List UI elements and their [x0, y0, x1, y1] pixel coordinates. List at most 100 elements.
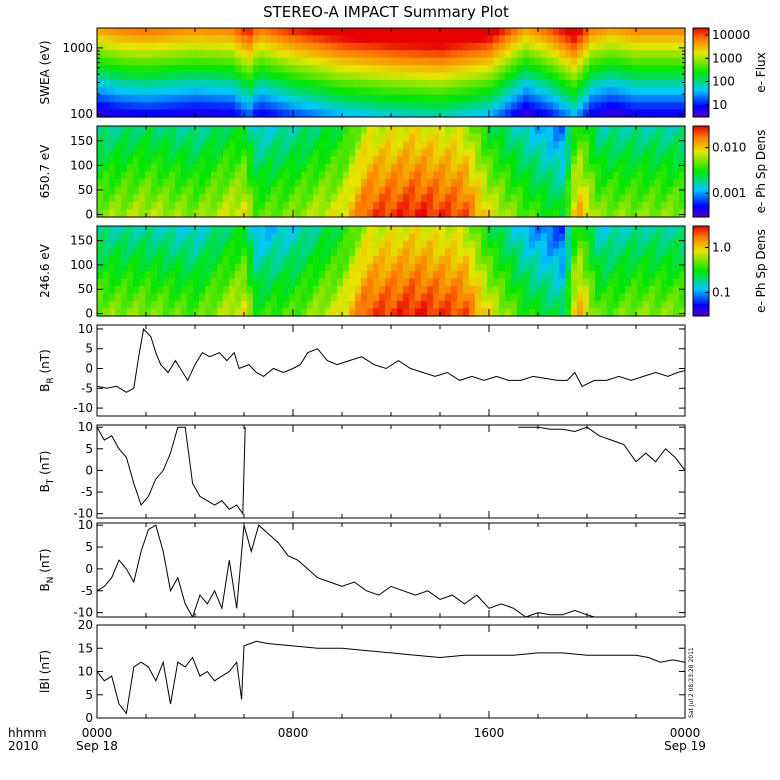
heatmap-cell — [463, 65, 470, 74]
heatmap-cell — [259, 209, 266, 218]
heatmap-cell — [457, 278, 464, 287]
heatmap-cell — [619, 35, 626, 44]
heatmap-cell — [661, 65, 668, 74]
heatmap-cell — [517, 286, 524, 295]
heatmap-cell — [127, 133, 134, 142]
heatmap-cell — [259, 65, 266, 74]
heatmap-cell — [325, 163, 332, 173]
heatmap-cell — [595, 186, 602, 195]
heatmap-cell — [325, 241, 332, 250]
heatmap-cell — [145, 148, 152, 157]
heatmap-cell — [361, 57, 368, 66]
heatmap-cell — [151, 186, 158, 195]
heatmap-cell — [481, 179, 488, 188]
heatmap-cell — [265, 308, 272, 317]
heatmap-cell — [469, 186, 476, 195]
heatmap-cell — [493, 256, 500, 265]
heatmap-cell — [235, 65, 242, 74]
heatmap-cell — [625, 293, 632, 302]
heatmap-cell — [451, 171, 458, 180]
heatmap-cell — [613, 94, 620, 103]
heatmap-cell — [619, 133, 626, 142]
heatmap-cell — [187, 133, 194, 142]
heatmap-cell — [397, 278, 404, 287]
heatmap-cell — [355, 133, 362, 142]
heatmap-cell — [649, 194, 656, 203]
heatmap-cell — [361, 194, 368, 203]
heatmap-cell — [439, 186, 446, 195]
heatmap-cell — [607, 141, 614, 150]
heatmap-cell — [433, 79, 440, 88]
heatmap-cell — [619, 57, 626, 66]
heatmap-cell — [235, 186, 242, 195]
heatmap-cell — [205, 301, 212, 310]
heatmap-cell — [205, 72, 212, 81]
heatmap-cell — [457, 186, 464, 195]
heatmap-cell — [535, 171, 542, 180]
heatmap-cell — [625, 156, 632, 165]
heatmap-cell — [247, 79, 254, 88]
heatmap-cell — [169, 50, 176, 59]
heatmap-cell — [253, 278, 260, 287]
heatmap-cell — [349, 194, 356, 203]
heatmap-cell — [121, 301, 128, 310]
heatmap-cell — [427, 271, 434, 280]
y-axis-label-unit: (nT) — [38, 349, 52, 377]
heatmap-cell — [259, 57, 266, 66]
heatmap-cell — [439, 126, 446, 135]
heatmap-cell — [355, 226, 362, 235]
heatmap-cell — [289, 87, 296, 96]
heatmap-cell — [463, 226, 470, 235]
heatmap-cell — [463, 271, 470, 280]
heatmap-cell — [673, 156, 680, 165]
heatmap-cell — [319, 209, 326, 218]
heatmap-cell — [397, 171, 404, 180]
heatmap-cell — [133, 148, 140, 157]
heatmap-cell — [391, 133, 398, 142]
heatmap-cell — [409, 28, 416, 37]
heatmap-cell — [475, 79, 482, 88]
heatmap-cell — [535, 186, 542, 195]
heatmap-cell — [679, 57, 686, 66]
heatmap-cell — [445, 179, 452, 188]
heatmap-cell — [205, 94, 212, 103]
heatmap-cell — [271, 163, 278, 173]
heatmap-cell — [139, 35, 146, 44]
heatmap-cell — [361, 226, 368, 235]
heatmap-cell — [433, 293, 440, 302]
heatmap-cell — [451, 271, 458, 280]
heatmap-cell — [673, 256, 680, 265]
heatmap-cell — [385, 65, 392, 74]
heatmap-cell — [493, 126, 500, 135]
trace-group — [97, 524, 595, 617]
heatmap-cell — [487, 102, 494, 111]
heatmap-cell — [397, 286, 404, 295]
heatmap-cell — [511, 263, 518, 272]
heatmap-cell — [541, 308, 548, 317]
heatmap-cell — [199, 126, 206, 135]
heatmap-cell — [355, 171, 362, 180]
heatmap-cell — [169, 179, 176, 188]
heatmap-cell — [601, 79, 608, 88]
heatmap-cell — [361, 271, 368, 280]
heatmap-cell — [409, 256, 416, 265]
heatmap-cell — [109, 102, 116, 111]
heatmap-cell — [565, 79, 572, 88]
heatmap-cell — [667, 141, 674, 150]
heatmap-cell — [553, 126, 560, 135]
heatmap-cell — [499, 171, 506, 180]
heatmap-cell — [619, 248, 626, 257]
heatmap-cell — [601, 179, 608, 188]
heatmap-cell — [481, 102, 488, 111]
heatmap-cell — [385, 301, 392, 310]
heatmap-cell — [457, 109, 464, 118]
heatmap-cell — [235, 50, 242, 59]
heatmap-cell — [403, 271, 410, 280]
heatmap-cell — [469, 156, 476, 165]
heatmap-cell — [247, 171, 254, 180]
heatmap-cell — [307, 35, 314, 44]
heatmap-cell — [445, 201, 452, 211]
heatmap-cell — [133, 141, 140, 150]
heatmap-cell — [529, 186, 536, 195]
heatmap-cell — [337, 126, 344, 135]
